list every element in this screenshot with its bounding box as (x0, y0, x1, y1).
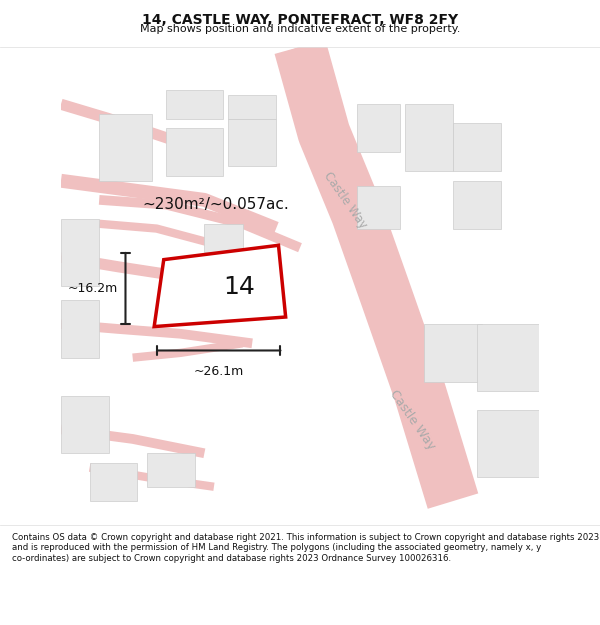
Bar (228, 94, 276, 119)
Text: ~16.2m: ~16.2m (68, 282, 118, 295)
Polygon shape (154, 245, 286, 327)
Bar (424, 324, 482, 381)
Text: Map shows position and indicative extent of the property.: Map shows position and indicative extent… (140, 24, 460, 34)
Bar (99, 114, 152, 181)
Bar (166, 90, 223, 119)
Bar (453, 181, 501, 229)
Text: 14, CASTLE WAY, PONTEFRACT, WF8 2FY: 14, CASTLE WAY, PONTEFRACT, WF8 2FY (142, 13, 458, 27)
Bar (228, 119, 276, 166)
Bar (358, 186, 400, 229)
Bar (453, 123, 501, 171)
Bar (405, 104, 453, 171)
Bar (477, 324, 539, 391)
Text: Castle Way: Castle Way (321, 169, 370, 231)
Text: 14: 14 (224, 275, 256, 299)
Bar (61, 300, 99, 358)
Bar (61, 219, 99, 286)
Text: ~230m²/~0.057ac.: ~230m²/~0.057ac. (142, 197, 289, 212)
Bar (205, 262, 242, 300)
Bar (205, 224, 242, 253)
Bar (166, 128, 223, 176)
Text: ~26.1m: ~26.1m (194, 365, 244, 378)
Bar (89, 463, 137, 501)
Bar (166, 267, 195, 305)
Bar (61, 396, 109, 453)
Bar (358, 104, 400, 152)
Bar (147, 453, 195, 487)
Text: Castle Way: Castle Way (387, 388, 438, 452)
Bar (477, 410, 539, 478)
Text: Contains OS data © Crown copyright and database right 2021. This information is : Contains OS data © Crown copyright and d… (12, 533, 599, 562)
